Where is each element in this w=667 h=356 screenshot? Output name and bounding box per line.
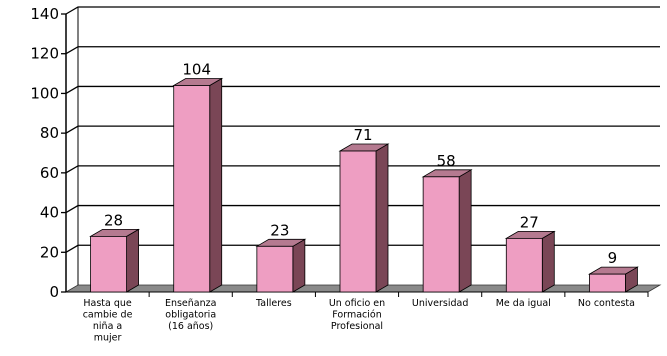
data-labels: 28 104 23 71 58 27 9 (104, 60, 617, 267)
gridline (65, 6, 660, 15)
category-label-line: Enseñanza (165, 298, 217, 309)
bar (505, 237, 543, 293)
bar (589, 273, 626, 293)
bar (173, 85, 211, 293)
data-label: 23 (270, 221, 289, 239)
bar-side (458, 169, 472, 293)
category-label: Hasta que cambie de niña a mujer (83, 298, 133, 344)
y-tick-label: 20 (40, 243, 59, 261)
category-label-line: cambie de (83, 310, 133, 321)
category-label-line: Un oficio en (329, 298, 385, 309)
y-tick-label: 0 (49, 283, 59, 301)
category-label-line: niña a (93, 321, 122, 332)
category-label-line: Talleres (255, 298, 292, 309)
bar (422, 176, 460, 293)
category-label-line: Universidad (412, 298, 468, 309)
y-tick-label: 40 (40, 204, 59, 222)
category-label-line: Hasta que (83, 298, 132, 309)
bar-side (209, 77, 223, 293)
bars (89, 77, 639, 293)
data-label: 9 (608, 249, 618, 267)
bar (339, 150, 377, 293)
y-tick-labels: 0 20 40 60 80 100 120 140 (30, 5, 59, 301)
y-tick-label: 140 (30, 5, 59, 23)
category-labels: Hasta que cambie de niña a mujer Enseñanza ob… (83, 298, 635, 344)
category-label-line: obligatoria (165, 310, 216, 321)
category-label: Enseñanza obligatoria (16 años) (165, 298, 217, 332)
category-label-line: Me da igual (496, 298, 551, 309)
y-tick-label: 80 (40, 124, 59, 142)
data-label: 104 (182, 60, 211, 78)
bar-side (541, 230, 555, 293)
category-label: Me da igual (496, 298, 551, 309)
data-label: 27 (520, 213, 539, 231)
category-label-line: (16 años) (168, 321, 213, 332)
category-label: No contesta (578, 298, 635, 309)
category-label-line: mujer (94, 333, 122, 344)
category-label-line: No contesta (578, 298, 635, 309)
gridline (65, 85, 660, 94)
bar (256, 245, 294, 293)
bar (90, 235, 127, 293)
data-label: 58 (437, 152, 456, 170)
bar-side (126, 228, 139, 293)
bar-side (292, 238, 306, 293)
category-label: Un oficio en Formación Profesional (329, 298, 385, 332)
data-label: 28 (104, 211, 123, 229)
bar-side (375, 143, 389, 293)
y-tick-label: 120 (30, 45, 59, 63)
gridline (65, 46, 660, 55)
category-label: Universidad (412, 298, 468, 309)
category-label-line: Profesional (331, 321, 383, 332)
category-label: Talleres (255, 298, 292, 309)
data-label: 71 (353, 126, 372, 144)
y-tick-label: 60 (40, 164, 59, 182)
category-label-line: Formación (332, 310, 381, 321)
y-tick-label: 100 (30, 84, 59, 102)
